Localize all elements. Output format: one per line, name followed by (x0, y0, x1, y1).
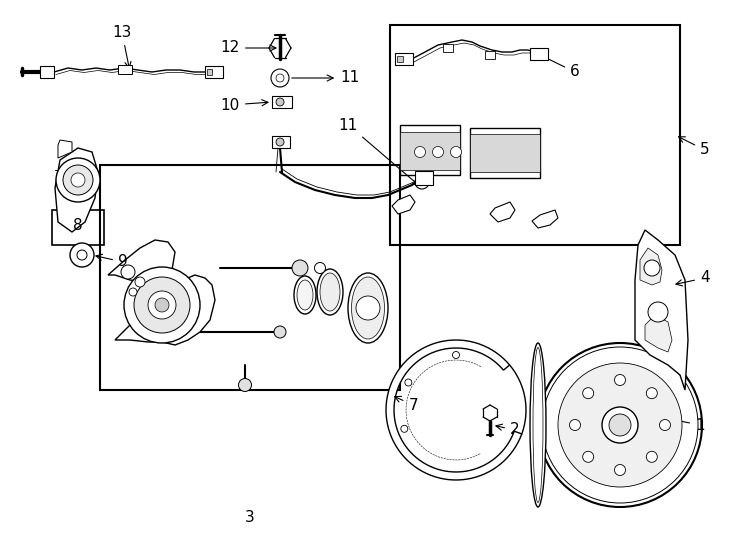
Polygon shape (532, 210, 558, 228)
Circle shape (647, 388, 658, 399)
Text: 5: 5 (679, 137, 710, 158)
Text: 13: 13 (112, 25, 131, 68)
Text: 11: 11 (339, 118, 419, 185)
Circle shape (292, 260, 308, 276)
Text: 1: 1 (654, 414, 705, 433)
Text: 4: 4 (676, 271, 710, 286)
Bar (272, 96, 292, 108)
Text: 11: 11 (292, 71, 359, 85)
Circle shape (647, 451, 658, 462)
Circle shape (452, 352, 459, 359)
Text: 7: 7 (395, 396, 418, 413)
Polygon shape (386, 340, 522, 480)
Ellipse shape (317, 269, 343, 315)
Bar (52, 210, 104, 245)
Circle shape (614, 464, 625, 476)
Text: 9: 9 (96, 254, 128, 269)
Circle shape (148, 291, 176, 319)
Polygon shape (470, 134, 540, 172)
Bar (40, 66, 54, 78)
Circle shape (121, 265, 135, 279)
Polygon shape (55, 148, 98, 232)
Bar (118, 65, 132, 74)
Bar (485, 51, 495, 59)
Circle shape (644, 260, 660, 276)
Circle shape (56, 158, 100, 202)
Circle shape (415, 146, 426, 158)
Circle shape (356, 296, 380, 320)
Circle shape (276, 98, 284, 106)
Ellipse shape (320, 273, 340, 311)
Circle shape (415, 175, 429, 189)
Polygon shape (400, 132, 460, 170)
Bar (272, 136, 290, 148)
Circle shape (155, 298, 169, 312)
Circle shape (129, 288, 137, 296)
Circle shape (609, 414, 631, 436)
Text: 3: 3 (245, 510, 255, 525)
Circle shape (660, 420, 670, 430)
Circle shape (570, 420, 581, 430)
Bar (443, 44, 453, 52)
Text: 2: 2 (496, 422, 520, 437)
Polygon shape (400, 125, 460, 175)
Circle shape (135, 277, 145, 287)
Polygon shape (115, 275, 215, 345)
Bar (415, 171, 433, 185)
Circle shape (314, 262, 325, 273)
Circle shape (124, 267, 200, 343)
Bar (207, 69, 212, 75)
Polygon shape (640, 248, 662, 285)
Polygon shape (490, 202, 515, 222)
Polygon shape (645, 315, 672, 352)
Bar (205, 66, 223, 78)
Polygon shape (470, 128, 540, 178)
Circle shape (614, 375, 625, 386)
Ellipse shape (297, 280, 313, 310)
Bar (395, 53, 413, 65)
Bar (530, 48, 548, 60)
Circle shape (70, 243, 94, 267)
Bar (397, 56, 403, 62)
Ellipse shape (352, 277, 385, 339)
Circle shape (77, 250, 87, 260)
Circle shape (71, 173, 85, 187)
Circle shape (542, 347, 698, 503)
Circle shape (276, 74, 284, 82)
Polygon shape (58, 140, 72, 158)
Circle shape (134, 277, 190, 333)
Polygon shape (392, 195, 415, 214)
Bar (100, 165, 400, 390)
Circle shape (239, 379, 252, 392)
Circle shape (602, 407, 638, 443)
Circle shape (583, 451, 594, 462)
Circle shape (276, 138, 284, 146)
Circle shape (648, 302, 668, 322)
Text: 12: 12 (221, 40, 276, 56)
Circle shape (63, 165, 93, 195)
Polygon shape (108, 240, 175, 282)
Circle shape (451, 146, 462, 158)
Circle shape (405, 379, 412, 386)
Bar (390, 25, 680, 245)
Circle shape (401, 426, 408, 433)
Text: 6: 6 (534, 52, 580, 79)
Ellipse shape (348, 273, 388, 343)
Polygon shape (635, 230, 688, 390)
Circle shape (538, 343, 702, 507)
Circle shape (274, 326, 286, 338)
Text: 8: 8 (73, 218, 83, 233)
Circle shape (583, 388, 594, 399)
Circle shape (432, 146, 443, 158)
Circle shape (558, 363, 682, 487)
Ellipse shape (530, 343, 546, 507)
Ellipse shape (294, 276, 316, 314)
Text: 10: 10 (221, 98, 268, 112)
Ellipse shape (533, 348, 543, 503)
Circle shape (271, 69, 289, 87)
